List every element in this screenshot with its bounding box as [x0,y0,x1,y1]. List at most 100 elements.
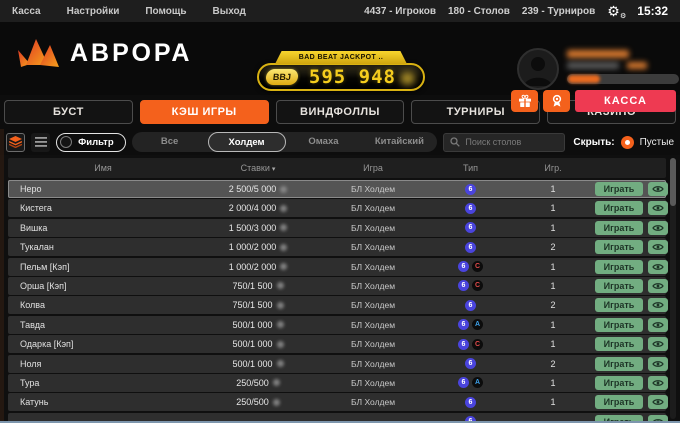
table-search[interactable] [443,132,566,152]
type-badge-6: 6 [465,358,476,370]
table-row[interactable]: Орша [Кэп] 750/1 500 БЛ Холдем 6 C 1 Играть [8,276,668,295]
observe-button[interactable] [648,337,668,352]
scrollbar-thumb[interactable] [670,158,676,206]
column-header-имя[interactable]: Имя [94,163,112,173]
table-row[interactable]: Колва 750/1 500 БЛ Холдем 6 2 Играть [8,296,668,315]
observe-button[interactable] [648,375,668,390]
currency-chip-blurred [276,301,284,309]
table-row[interactable]: Неро 2 500/5 000 БЛ Холдем 6 1 Играть [8,180,668,198]
table-players-count: 1 [550,319,556,330]
bad-beat-jackpot-widget[interactable]: BAD BEAT JACKPOT .. BBJ 595 948 [257,51,425,91]
tab-буст[interactable]: БУСТ [4,100,133,124]
menu-item-касса[interactable]: Касса [12,5,41,17]
column-header-тип[interactable]: Тип [462,163,478,173]
view-stack-button[interactable] [6,132,26,152]
left-edge-strip [0,129,4,421]
column-header-ставки[interactable]: Ставки ▾ [240,163,276,173]
type-badge-C: C [472,280,483,292]
stakes-value: 500/1 000 [232,319,273,330]
avatar[interactable] [517,48,559,90]
play-button[interactable]: Играть [595,356,643,371]
eye-icon [652,205,664,212]
game-filter-китайский[interactable]: Китайский [374,136,424,147]
table-stakes: 250/500 [198,397,318,407]
table-row[interactable]: Кистега 2 000/4 000 БЛ Холдем 6 1 Играть [8,199,668,218]
table-name: Тура [20,377,40,388]
table-type-badges: 6 [428,358,513,370]
play-button[interactable]: Играть [595,298,643,313]
table-row[interactable]: Тавда 500/1 000 БЛ Холдем 6 A 1 Играть [8,315,668,334]
menu-item-настройки[interactable]: Настройки [66,5,120,17]
table-row-actions: Играть [593,375,668,390]
table-row[interactable]: Тукалан 1 000/2 000 БЛ Холдем 6 2 Играть [8,238,668,257]
observe-button[interactable] [648,259,668,274]
play-button[interactable]: Играть [595,240,643,255]
play-button[interactable]: Играть [595,182,643,196]
jackpot-title: BAD BEAT JACKPOT .. [275,51,407,64]
filter-toggle-knob [60,136,73,148]
game-filter-холдем[interactable]: Холдем [207,132,286,152]
observe-button[interactable] [648,201,668,216]
hide-empty-radio[interactable] [620,135,634,149]
gear-small-icon: ⚙ [620,13,627,20]
table-stakes: 1 000/2 000 [198,242,318,252]
menu-item-помощь[interactable]: Помощь [145,5,187,17]
table-type-badges: 6 [428,299,513,311]
play-button[interactable]: Играть [595,317,643,332]
table-name: Тавда [20,319,46,330]
user-subline-blurred [567,62,679,69]
table-row[interactable]: Вишка 1 500/3 000 БЛ Холдем 6 1 Играть [8,218,668,237]
play-button[interactable]: Играть [595,259,643,274]
play-button[interactable]: Играть [595,414,643,423]
table-game: БЛ Холдем [350,261,396,272]
observe-button[interactable] [648,278,668,293]
table-row-actions: Играть [593,337,668,352]
cashier-button[interactable]: КАССА [575,90,676,112]
menubar-right: 4437 - Игроков 180 - Столов 239 - Турниров… [364,2,668,20]
gift-button[interactable] [511,90,538,112]
table-players-count: 1 [550,203,556,214]
view-list-button[interactable] [31,132,51,152]
play-button[interactable]: Играть [595,220,643,235]
tab-кэш-игры[interactable]: КЭШ ИГРЫ [139,100,269,124]
table-stakes: 500/1 000 [198,359,318,369]
table-row[interactable]: Катунь 250/500 БЛ Холдем 6 1 Играть [8,393,668,412]
table-row[interactable]: Ноля 500/1 000 БЛ Холдем 6 2 Играть [8,354,668,373]
observe-button[interactable] [648,220,668,235]
filter-toggle[interactable]: Фильтр [56,132,126,152]
table-row[interactable]: Тура 250/500 БЛ Холдем 6 A 1 Играть [8,373,668,392]
table-row[interactable]: Пельм [Кэп] 1 000/2 000 БЛ Холдем 6 C 1 Играть [8,257,668,276]
scrollbar[interactable] [670,158,676,419]
play-button[interactable]: Играть [595,278,643,293]
search-input[interactable] [465,137,559,147]
observe-button[interactable] [648,298,668,313]
menu-item-выход[interactable]: Выход [212,5,246,17]
table-row-actions: Играть [593,259,668,274]
rewards-button[interactable] [543,90,570,112]
tab-виндфоллы[interactable]: ВИНДФОЛЛЫ [275,100,405,124]
play-button[interactable]: Играть [595,395,643,410]
stakes-value: 750/1 500 [232,300,273,311]
jackpot-blurred-chip [400,72,415,85]
eye-icon [652,283,664,289]
observe-button[interactable] [648,356,668,371]
game-filter-все[interactable]: Все [160,136,179,147]
observe-button[interactable] [648,395,668,410]
column-header-игра[interactable]: Игра [363,163,383,173]
medal-icon [552,94,561,107]
table-row[interactable]: Одарка [Кэп] 500/1 000 БЛ Холдем 6 C 1 Играть [8,335,668,354]
observe-button[interactable] [648,182,668,196]
observe-button[interactable] [648,240,668,255]
currency-chip-blurred [280,185,288,193]
column-header-игр[interactable]: Игр. [544,163,562,173]
game-filter-омаха[interactable]: Омаха [308,136,339,147]
play-button[interactable]: Играть [595,201,643,216]
table-stakes: 1 500/3 000 [198,223,318,233]
play-button[interactable]: Играть [595,375,643,390]
stakes-value: 1 000/2 000 [228,261,277,272]
table-game: БЛ Холдем [350,358,396,369]
play-button[interactable]: Играть [595,337,643,352]
observe-button[interactable] [648,317,668,332]
settings-gear-icon[interactable]: ⚙ ⚙ [607,2,627,20]
